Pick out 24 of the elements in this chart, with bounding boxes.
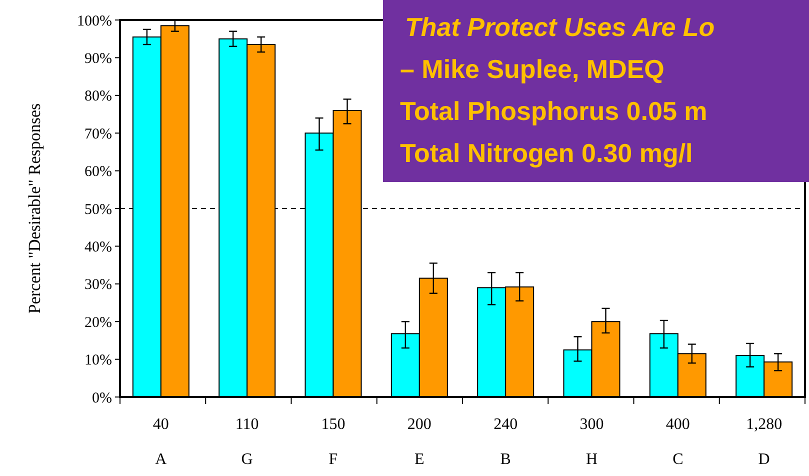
x-tick-label: 300 H: [580, 416, 604, 468]
annotation: Total Nitrogen 0.30 mg/l: [400, 138, 693, 168]
x-tick-label: 400 C: [666, 416, 690, 468]
x-tick-label: 1,280 D: [746, 416, 782, 468]
y-tick-label: 60%: [84, 164, 112, 180]
annotation: That Protect Uses Are Lo: [405, 12, 715, 42]
y-tick-label: 90%: [84, 50, 112, 67]
annotation: – Mike Suplee, MDEQ: [400, 54, 664, 84]
annotation: Total Phosphorus 0.05 m: [400, 96, 708, 126]
y-tick-label: 70%: [84, 126, 112, 142]
y-tick-label: 50%: [84, 202, 112, 218]
y-tick-label: 10%: [84, 352, 112, 369]
y-tick-label: 40%: [84, 239, 112, 256]
y-tick-label: 100%: [77, 13, 112, 30]
x-tick-label: 150 F: [321, 416, 346, 468]
y-tick-label: 80%: [84, 88, 112, 105]
y-tick-label: 0%: [92, 390, 112, 406]
x-tick-label: 200 E: [407, 416, 432, 468]
y-tick-label: 30%: [84, 277, 112, 294]
x-tick-label: 240 B: [494, 416, 518, 468]
y-axis-title: Percent "Desirable" Responses: [25, 103, 44, 314]
x-tick-label: 110 G: [235, 416, 259, 468]
x-tick-label: 40 A: [152, 416, 169, 468]
y-tick-label: 20%: [84, 314, 112, 331]
